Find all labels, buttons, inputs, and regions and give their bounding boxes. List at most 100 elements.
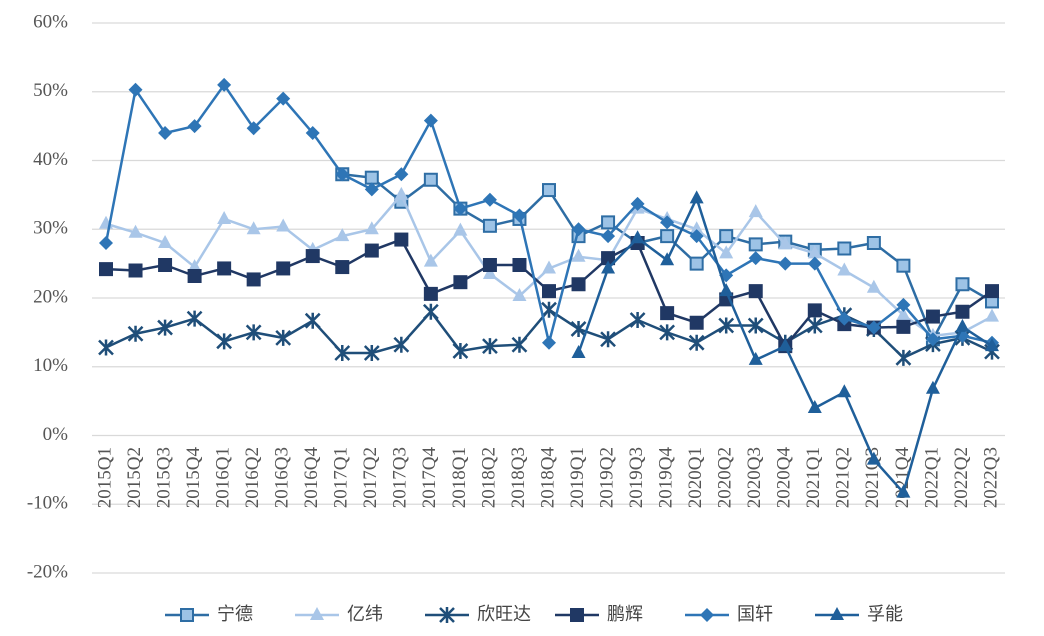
y-tick-label: -10%: [27, 493, 68, 514]
x-tick-label: 2016Q3: [272, 447, 293, 508]
marker: [453, 201, 468, 216]
y-tick-label: -20%: [27, 561, 68, 582]
marker: [630, 196, 645, 211]
marker: [837, 241, 852, 256]
marker: [660, 229, 675, 244]
marker: [364, 170, 379, 185]
marker: [422, 303, 439, 320]
marker: [246, 121, 261, 136]
marker: [305, 126, 320, 140]
marker: [541, 301, 557, 318]
marker: [778, 256, 793, 271]
x-tick-label: 2020Q4: [774, 447, 795, 509]
marker: [748, 351, 763, 365]
marker: [482, 338, 498, 355]
marker: [600, 331, 616, 348]
y-tick-label: 0%: [43, 424, 69, 445]
x-tick-label: 2020Q2: [715, 447, 736, 508]
marker: [187, 259, 202, 273]
marker: [158, 258, 173, 272]
marker: [512, 258, 527, 272]
x-tick-label: 2021Q4: [892, 447, 913, 509]
marker: [128, 263, 143, 278]
x-tick-label: 2019Q4: [655, 447, 676, 509]
x-tick-label: 2016Q1: [212, 447, 233, 508]
marker: [542, 260, 556, 274]
marker: [955, 277, 970, 292]
marker: [439, 607, 455, 623]
legend-label: 国轩: [737, 604, 773, 625]
x-tick-label: 2016Q2: [242, 447, 263, 508]
marker: [512, 208, 527, 223]
marker: [571, 248, 586, 262]
marker: [452, 342, 469, 359]
marker: [217, 210, 232, 224]
x-tick-label: 2021Q2: [833, 447, 854, 508]
marker: [837, 262, 852, 276]
marker: [807, 400, 822, 413]
legend-label: 鹏辉: [607, 604, 643, 625]
marker: [180, 608, 194, 622]
marker: [866, 279, 881, 293]
marker: [423, 172, 438, 187]
marker: [660, 252, 675, 266]
marker: [276, 218, 291, 232]
marker: [570, 608, 584, 622]
marker: [896, 297, 911, 312]
y-tick-label: 30%: [33, 218, 68, 239]
marker: [187, 119, 202, 134]
marker: [453, 222, 468, 236]
marker: [985, 284, 999, 299]
marker: [719, 229, 734, 244]
x-tick-label: 2020Q3: [744, 447, 765, 508]
marker: [158, 126, 173, 140]
marker: [688, 334, 705, 351]
marker: [364, 182, 379, 197]
marker: [364, 221, 379, 235]
marker: [157, 319, 173, 336]
marker: [747, 317, 764, 334]
marker: [542, 335, 556, 350]
x-tick-label: 2022Q1: [921, 447, 942, 508]
marker: [453, 275, 468, 290]
marker: [925, 380, 940, 394]
x-tick-label: 2015Q2: [124, 447, 145, 508]
x-tick-label: 2022Q2: [951, 447, 972, 508]
legend-label: 宁德: [217, 604, 253, 625]
x-tick-label: 2015Q1: [94, 447, 115, 508]
marker: [482, 265, 497, 279]
x-tick-label: 2019Q3: [626, 447, 647, 508]
x-tick-label: 2017Q2: [360, 447, 381, 508]
legend-label: 欣旺达: [477, 604, 531, 625]
y-tick-label: 40%: [33, 149, 68, 170]
x-tick-label: 2019Q2: [596, 447, 617, 508]
marker: [629, 312, 646, 328]
marker: [394, 167, 409, 182]
marker: [394, 232, 409, 247]
marker: [748, 251, 763, 266]
x-tick-label: 2018Q2: [478, 447, 499, 508]
marker: [511, 336, 528, 353]
marker: [423, 253, 438, 267]
marker: [896, 484, 911, 498]
marker: [896, 307, 911, 321]
marker: [246, 221, 261, 235]
marker: [601, 215, 616, 230]
marker: [837, 384, 852, 398]
marker: [304, 312, 321, 329]
marker: [659, 324, 676, 341]
marker: [394, 186, 409, 200]
x-tick-label: 2018Q4: [537, 447, 558, 509]
marker: [275, 329, 292, 346]
marker: [99, 236, 113, 250]
marker: [689, 229, 704, 244]
y-tick-label: 20%: [33, 286, 68, 307]
marker: [98, 339, 114, 356]
marker: [896, 319, 911, 334]
marker: [955, 304, 970, 319]
marker: [276, 261, 291, 276]
marker: [158, 235, 173, 248]
x-tick-label: 2018Q3: [508, 447, 529, 508]
x-tick-label: 2017Q1: [331, 447, 352, 508]
marker: [660, 215, 675, 230]
